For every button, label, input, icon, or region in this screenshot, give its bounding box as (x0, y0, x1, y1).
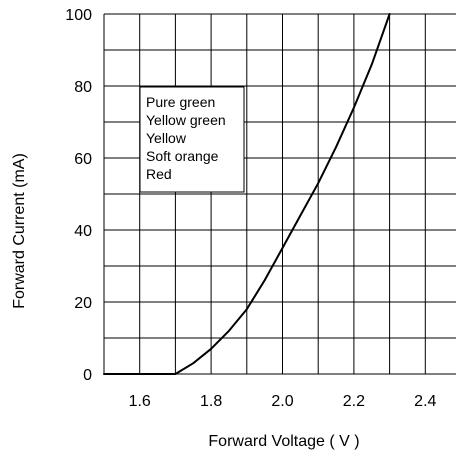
y-axis-title: Forward Current (mA) (11, 153, 28, 309)
legend-entry: Yellow green (146, 112, 226, 128)
x-tick-label: 2.4 (414, 393, 436, 410)
y-tick-label: 40 (74, 223, 92, 240)
y-tick-labels: 0 20 40 60 80 100 (65, 7, 92, 384)
series-lines (103, 13, 391, 375)
grid (103, 13, 456, 375)
x-axis-title: Forward Voltage ( V ) (208, 433, 359, 450)
y-tick-label: 100 (65, 7, 92, 24)
x-tick-label: 1.6 (129, 393, 151, 410)
series-line (103, 13, 391, 375)
legend-box (139, 86, 245, 193)
legend-entry: Yellow (146, 130, 187, 146)
y-tick-label: 80 (74, 79, 92, 96)
x-tick-label: 1.8 (200, 393, 222, 410)
legend-entry: Pure green (146, 94, 215, 110)
legend: Pure green Yellow green Yellow Soft oran… (139, 86, 245, 193)
y-tick-label: 20 (74, 295, 92, 312)
x-tick-label: 2.0 (271, 393, 293, 410)
legend-entry: Red (146, 166, 172, 182)
x-tick-labels: 1.6 1.8 2.0 2.2 2.4 (129, 393, 437, 410)
x-tick-label: 2.2 (343, 393, 365, 410)
legend-entry: Soft orange (146, 148, 219, 164)
y-tick-label: 60 (74, 151, 92, 168)
y-tick-label: 0 (83, 367, 92, 384)
